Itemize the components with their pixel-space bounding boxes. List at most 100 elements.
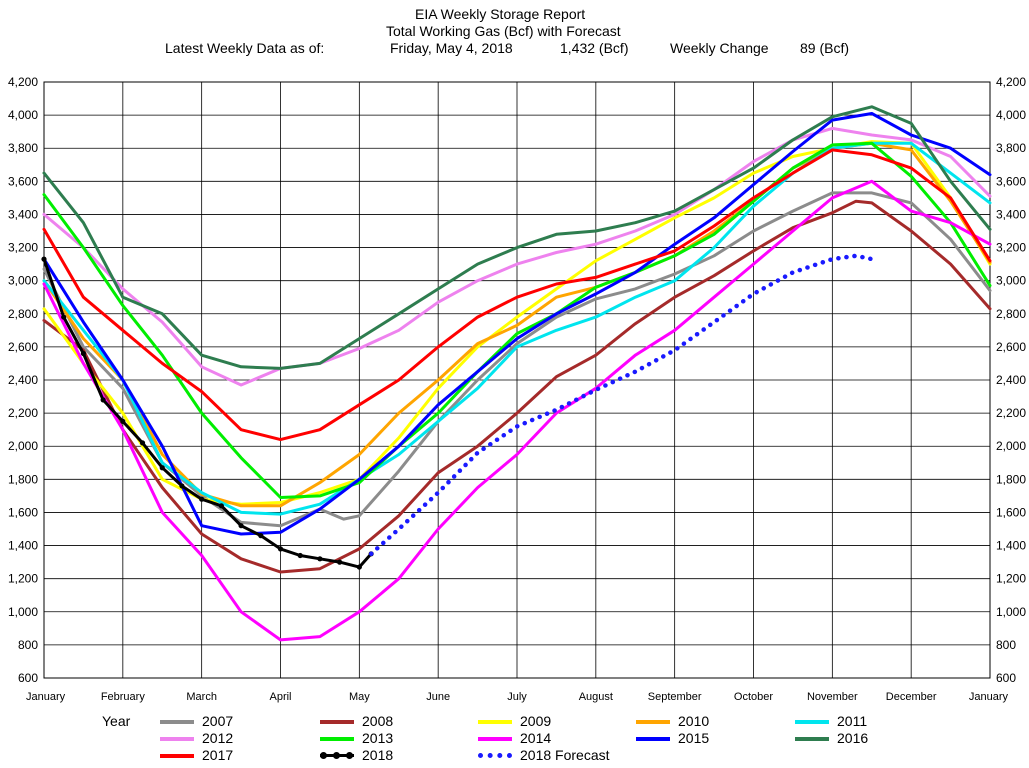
series-point-2018 bbox=[238, 523, 244, 529]
x-tick-label: August bbox=[579, 691, 613, 703]
series-line-2008 bbox=[42, 199, 992, 574]
y-tick-label-left: 2,200 bbox=[8, 406, 38, 420]
y-tick-label-left: 1,400 bbox=[8, 539, 38, 553]
y-tick-label-right: 4,000 bbox=[996, 108, 1026, 122]
legend-label-2014: 2014 bbox=[520, 730, 552, 746]
legend-swatch-2016 bbox=[795, 737, 829, 741]
y-tick-label-left: 2,800 bbox=[8, 307, 38, 321]
series-point-2018 bbox=[41, 256, 47, 262]
x-tick-label: March bbox=[186, 691, 217, 703]
change-value: 89 (Bcf) bbox=[800, 40, 850, 56]
y-tick-label-left: 2,400 bbox=[8, 373, 38, 387]
x-tick-label: February bbox=[101, 691, 146, 703]
y-tick-label-right: 600 bbox=[996, 671, 1016, 685]
change-label: Weekly Change bbox=[670, 40, 769, 56]
y-tick-label-left: 3,600 bbox=[8, 174, 38, 188]
y-tick-label-left: 4,000 bbox=[8, 108, 38, 122]
latest-date: Friday, May 4, 2018 bbox=[390, 40, 513, 56]
y-tick-label-right: 4,200 bbox=[996, 75, 1026, 89]
y-tick-label-left: 3,400 bbox=[8, 207, 38, 221]
y-tick-label-right: 3,800 bbox=[996, 141, 1026, 155]
legend-label-2015: 2015 bbox=[678, 730, 710, 746]
legend-label-2011: 2011 bbox=[837, 713, 868, 729]
legend-swatch-2008 bbox=[320, 720, 354, 724]
y-tick-label-right: 2,000 bbox=[996, 439, 1026, 453]
x-tick-label: December bbox=[886, 691, 937, 703]
x-tick-label: July bbox=[507, 691, 527, 703]
legend-swatch-2014 bbox=[478, 737, 512, 741]
y-tick-label-right: 1,200 bbox=[996, 572, 1026, 586]
legend-label-2009: 2009 bbox=[520, 713, 552, 729]
y-tick-label-left: 800 bbox=[18, 638, 38, 652]
y-tick-label-right: 800 bbox=[996, 638, 1016, 652]
series-line-2013 bbox=[42, 141, 992, 499]
series-point-2018 bbox=[258, 533, 264, 539]
series-point-2018 bbox=[199, 496, 205, 502]
y-tick-label-left: 1,600 bbox=[8, 505, 38, 519]
legend-label-2018-forecast: 2018 Forecast bbox=[520, 747, 610, 763]
legend-swatch-2011 bbox=[795, 720, 829, 724]
latest-value: 1,432 (Bcf) bbox=[560, 40, 629, 56]
x-tick-label: June bbox=[426, 691, 450, 703]
legend-swatch-2010 bbox=[636, 720, 670, 724]
legend-label-2010: 2010 bbox=[678, 713, 710, 729]
y-tick-label-right: 1,600 bbox=[996, 505, 1026, 519]
y-tick-label-right: 3,400 bbox=[996, 207, 1026, 221]
legend-swatch-2017 bbox=[160, 754, 194, 758]
y-tick-label-left: 1,000 bbox=[8, 605, 38, 619]
x-tick-label: September bbox=[648, 691, 702, 703]
legend-label-2013: 2013 bbox=[362, 730, 394, 746]
y-tick-label-left: 3,800 bbox=[8, 141, 38, 155]
series-line-2012 bbox=[42, 126, 992, 387]
latest-label: Latest Weekly Data as of: bbox=[165, 40, 325, 56]
x-tick-label: April bbox=[269, 691, 291, 703]
chart-title: EIA Weekly Storage Report bbox=[415, 6, 586, 22]
y-tick-label-left: 1,800 bbox=[8, 472, 38, 486]
legend-swatch-2015 bbox=[636, 737, 670, 741]
series-point-2018 bbox=[100, 397, 106, 403]
y-tick-label-left: 3,200 bbox=[8, 241, 38, 255]
legend-swatch-2012 bbox=[160, 737, 194, 741]
series-point-2018 bbox=[61, 314, 67, 320]
legend-label-2017: 2017 bbox=[202, 747, 234, 763]
x-tick-label: January bbox=[969, 691, 1009, 703]
legend-label-2007: 2007 bbox=[202, 713, 234, 729]
series-line-2014 bbox=[42, 179, 992, 642]
y-tick-label-left: 2,000 bbox=[8, 439, 38, 453]
x-tick-label: October bbox=[734, 691, 773, 703]
series-line-2017 bbox=[42, 148, 992, 442]
series-point-2018 bbox=[218, 503, 224, 509]
series-line-2011 bbox=[42, 141, 992, 516]
chart-subtitle: Total Working Gas (Bcf) with Forecast bbox=[386, 23, 621, 39]
y-tick-label-right: 2,400 bbox=[996, 373, 1026, 387]
legend-swatch-2018 bbox=[320, 752, 354, 759]
legend-label-2016: 2016 bbox=[837, 730, 869, 746]
y-tick-label-left: 2,600 bbox=[8, 340, 38, 354]
legend-swatch-2018-forecast bbox=[478, 753, 512, 758]
series-point-2018 bbox=[317, 556, 323, 562]
y-tick-label-right: 3,600 bbox=[996, 174, 1026, 188]
y-tick-label-right: 2,200 bbox=[996, 406, 1026, 420]
series-point-2018 bbox=[179, 483, 185, 489]
y-tick-label-right: 3,000 bbox=[996, 274, 1026, 288]
y-tick-label-right: 1,000 bbox=[996, 605, 1026, 619]
x-tick-label: May bbox=[349, 691, 370, 703]
legend-label-2012: 2012 bbox=[202, 730, 234, 746]
legend-swatch-2009 bbox=[478, 720, 512, 724]
series-point-2018 bbox=[297, 552, 303, 559]
series-point-2018 bbox=[159, 465, 165, 471]
y-tick-label-right: 2,800 bbox=[996, 307, 1026, 321]
series-line-2018-forecast bbox=[368, 253, 875, 557]
legend-marker-2018 bbox=[320, 752, 327, 759]
series-point-2018 bbox=[80, 350, 87, 357]
legend-swatch-2013 bbox=[320, 737, 354, 741]
legend-label-2018: 2018 bbox=[362, 747, 394, 763]
legend-title: Year bbox=[102, 713, 131, 729]
x-tick-label: November bbox=[807, 691, 858, 703]
y-tick-label-right: 3,200 bbox=[996, 241, 1026, 255]
series-line-2018 bbox=[42, 257, 373, 569]
series-point-2018 bbox=[139, 440, 146, 446]
y-tick-label-right: 1,400 bbox=[996, 539, 1026, 553]
y-tick-label-right: 1,800 bbox=[996, 472, 1026, 486]
